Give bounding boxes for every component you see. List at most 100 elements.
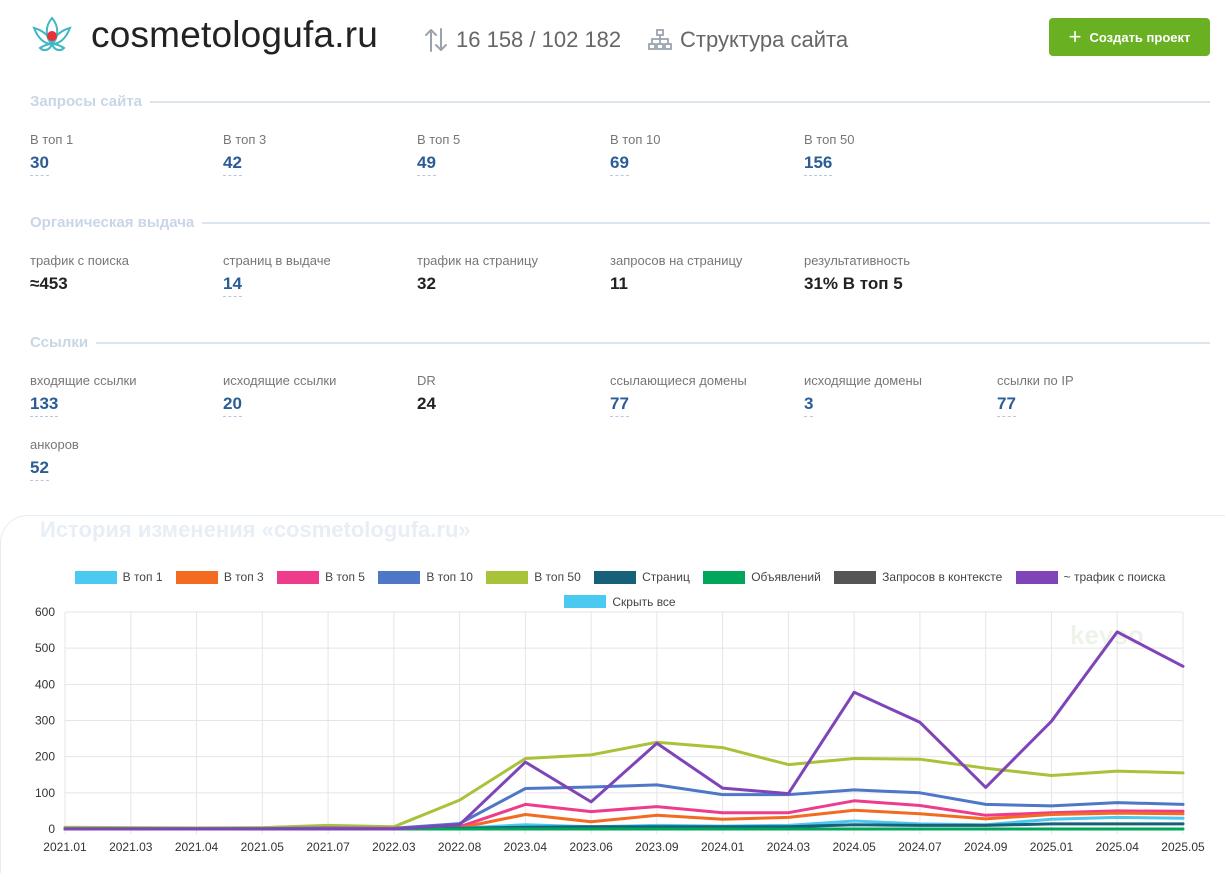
divider [202,221,1210,224]
metric-value[interactable]: 49 [417,153,436,176]
section-links-heading: Ссылки [30,334,1210,351]
site-name[interactable]: cosmetologufa.ru [91,14,379,55]
metric-value[interactable]: 30 [30,153,49,176]
x-tick-label: 2021.03 [109,840,153,854]
create-project-button[interactable]: + Создать проект [1049,18,1210,56]
metric-search-traffic: трафик с поиска ≈453 [30,253,129,296]
x-tick-label: 2021.01 [43,840,87,854]
legend-swatch [1015,570,1058,584]
metric-label: ссылки по IP [997,373,1074,388]
counter-text: 16 158 / 102 182 [456,27,622,52]
y-tick-label: 600 [35,605,55,619]
metric-label: В топ 10 [610,132,661,147]
metric-value[interactable]: 14 [223,274,242,297]
legend-label: Скрыть все [612,594,676,609]
legend-item-search-traffic[interactable]: ~ трафик с поиска [1015,566,1165,588]
metric-value: ≈453 [30,274,68,293]
metric-label: результативность [804,253,911,268]
legend-item-ads[interactable]: Объявлений [703,566,821,588]
metric-value[interactable]: 42 [223,153,242,176]
legend-item-pages[interactable]: Страниц [594,566,690,588]
metric-value[interactable]: 77 [610,394,629,417]
legend-item-top5[interactable]: В топ 5 [277,566,365,588]
metric-anchors: анкоров 52 [30,437,79,481]
metric-label: запросов на страницу [610,253,743,268]
metric-top50: В топ 50 156 [804,132,854,176]
metric-label: страниц в выдаче [223,253,331,268]
metric-label: входящие ссылки [30,373,137,388]
x-tick-label: 2024.07 [898,840,942,854]
x-tick-label: 2022.08 [438,840,482,854]
x-tick-label: 2024.03 [767,840,811,854]
section-queries-title: Запросы сайта [30,93,143,110]
section-organic-heading: Органическая выдача [30,214,1210,231]
metric-label: исходящие ссылки [223,373,337,388]
legend-item-top10[interactable]: В топ 10 [378,566,473,588]
legend-hide-all-toggle[interactable]: Скрыть все [564,591,676,613]
metric-label: DR [417,373,436,388]
legend-swatch [277,570,320,584]
x-tick-label: 2024.01 [701,840,745,854]
metric-value[interactable]: 20 [223,394,242,417]
metric-label: исходящие домены [804,373,922,388]
y-tick-label: 500 [35,641,55,655]
metric-label: В топ 1 [30,132,74,147]
legend-label: Запросов в контексте [882,570,1003,584]
x-tick-label: 2025.05 [1161,840,1205,854]
history-panel [0,515,1225,873]
legend-label: В топ 50 [534,570,581,584]
divider [96,341,1210,344]
metric-referring-domains: ссылающиеся домены 77 [610,373,747,417]
legend-item-context-queries[interactable]: Запросов в контексте [834,566,1002,588]
section-links-title: Ссылки [30,334,89,351]
metric-label: В топ 50 [804,132,855,147]
x-tick-label: 2021.05 [241,840,285,854]
metric-value[interactable]: 52 [30,458,49,481]
metric-top5: В топ 5 49 [417,132,460,176]
legend-label: Объявлений [751,570,821,584]
series-line--трафик-с-поиска [63,630,1185,831]
legend-swatch [594,570,637,584]
metric-effectiveness: результативность 31% В топ 5 [804,253,910,296]
y-tick-label: 100 [35,786,55,800]
metric-label: В топ 3 [223,132,267,147]
plus-icon: + [1068,24,1082,49]
legend-item-top1[interactable]: В топ 1 [74,566,163,588]
metric-value[interactable]: 3 [804,394,814,417]
legend-swatch [834,570,877,584]
legend-item-top3[interactable]: В топ 3 [175,566,264,588]
metric-value: 32 [417,274,436,293]
legend-swatch [703,570,746,584]
legend-label: В топ 3 [223,570,264,584]
legend-swatch [175,570,218,584]
section-queries-heading: Запросы сайта [30,93,1210,110]
metric-top10: В топ 10 69 [610,132,660,176]
header: cosmetologufa.ru 16 158 / 102 182 Структ… [0,0,1225,80]
metric-label: ссылающиеся домены [610,373,747,388]
structure-label: Структура сайта [680,27,849,52]
sitemap-icon [648,29,672,50]
x-tick-label: 2023.09 [635,840,679,854]
y-tick-label: 400 [35,677,55,691]
metric-value: 24 [417,394,436,413]
metric-top1: В топ 1 30 [30,132,73,176]
metric-value[interactable]: 77 [997,394,1016,417]
metric-value: 11 [610,274,628,293]
metric-value[interactable]: 133 [30,394,59,417]
site-structure-link[interactable]: Структура сайта [648,27,848,53]
metric-traffic-per-page: трафик на страницу 32 [417,253,538,296]
metric-value[interactable]: 156 [804,153,833,176]
legend-swatch [564,595,607,608]
metric-label: трафик с поиска [30,253,130,268]
legend-label: В топ 5 [325,570,365,584]
metric-value[interactable]: 69 [610,153,629,176]
lotus-logo-icon[interactable] [30,14,74,58]
x-tick-label: 2023.04 [504,840,548,854]
legend-item-top50[interactable]: В топ 50 [486,566,581,588]
metric-links-by-ip: ссылки по IP 77 [997,373,1074,417]
metric-label: В топ 5 [417,132,461,147]
metric-value: 31% В топ 5 [804,274,903,293]
x-tick-label: 2021.04 [175,840,219,854]
x-tick-label: 2022.03 [372,840,416,854]
legend-label: В топ 10 [426,570,473,584]
